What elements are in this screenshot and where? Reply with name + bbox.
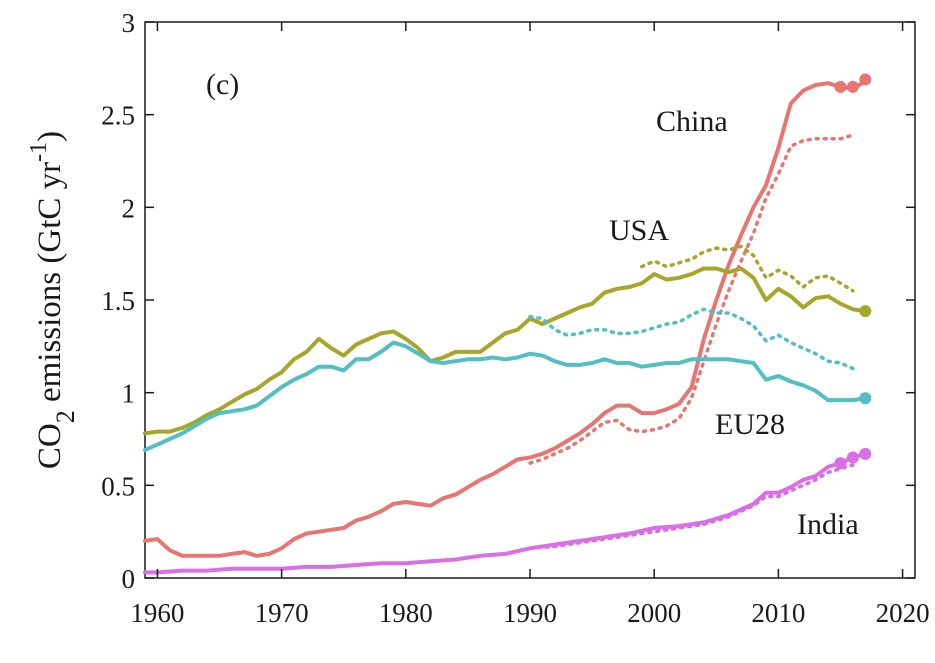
- y-tick-label: 1: [122, 379, 136, 409]
- series-china-marker: [834, 80, 847, 93]
- series-label-india: India: [797, 508, 859, 541]
- y-axis-label: CO2 emissions (GtC yr-1): [26, 131, 80, 469]
- y-tick-label: 2: [122, 193, 136, 223]
- x-tick-label: 1960: [130, 598, 184, 628]
- x-tick-label: 2020: [876, 598, 930, 628]
- series-usa-line: [143, 266, 868, 436]
- y-tick-label: 3: [122, 8, 136, 38]
- series-china-marker: [859, 73, 872, 86]
- series-eu28-line: [143, 340, 868, 453]
- y-tick-label: 0.5: [101, 471, 135, 501]
- series-india-line: [143, 451, 868, 575]
- series-usa-marker: [859, 305, 872, 318]
- plot-area: [143, 21, 916, 579]
- series-china-line: [143, 79, 868, 558]
- x-tick-label: 1980: [379, 598, 433, 628]
- series-china-dotted-line: [528, 133, 855, 465]
- y-axis-title: CO2 emissions (GtC yr-1): [26, 131, 80, 469]
- series-label-usa: USA: [609, 214, 669, 247]
- x-tick-label: 2000: [627, 598, 681, 628]
- axis-ticks: 1960 1970 1980 1990 2000 2010 2020 0 0.5 1 1.5 2 2.5…: [101, 8, 929, 628]
- series-india-marker: [846, 451, 859, 464]
- x-tick-label: 1990: [503, 598, 557, 628]
- series-india-marker: [834, 457, 847, 470]
- series-label-china: China: [656, 105, 728, 138]
- axes-frame: [144, 21, 916, 579]
- series-eu28-marker: [859, 392, 872, 405]
- series-china-marker: [846, 80, 859, 93]
- x-tick-label: 1970: [255, 598, 309, 628]
- series-label-eu28: EU28: [715, 408, 785, 441]
- y-tick-label: 2.5: [101, 101, 135, 131]
- y-tick-label: 1.5: [101, 286, 135, 316]
- panel-label: (c): [206, 68, 239, 101]
- series-usa-dotted-line: [640, 244, 855, 293]
- x-tick-label: 2010: [751, 598, 805, 628]
- series-india-marker: [859, 447, 872, 460]
- series-eu28-dotted-line: [528, 307, 855, 371]
- y-tick-label: 0: [122, 564, 136, 594]
